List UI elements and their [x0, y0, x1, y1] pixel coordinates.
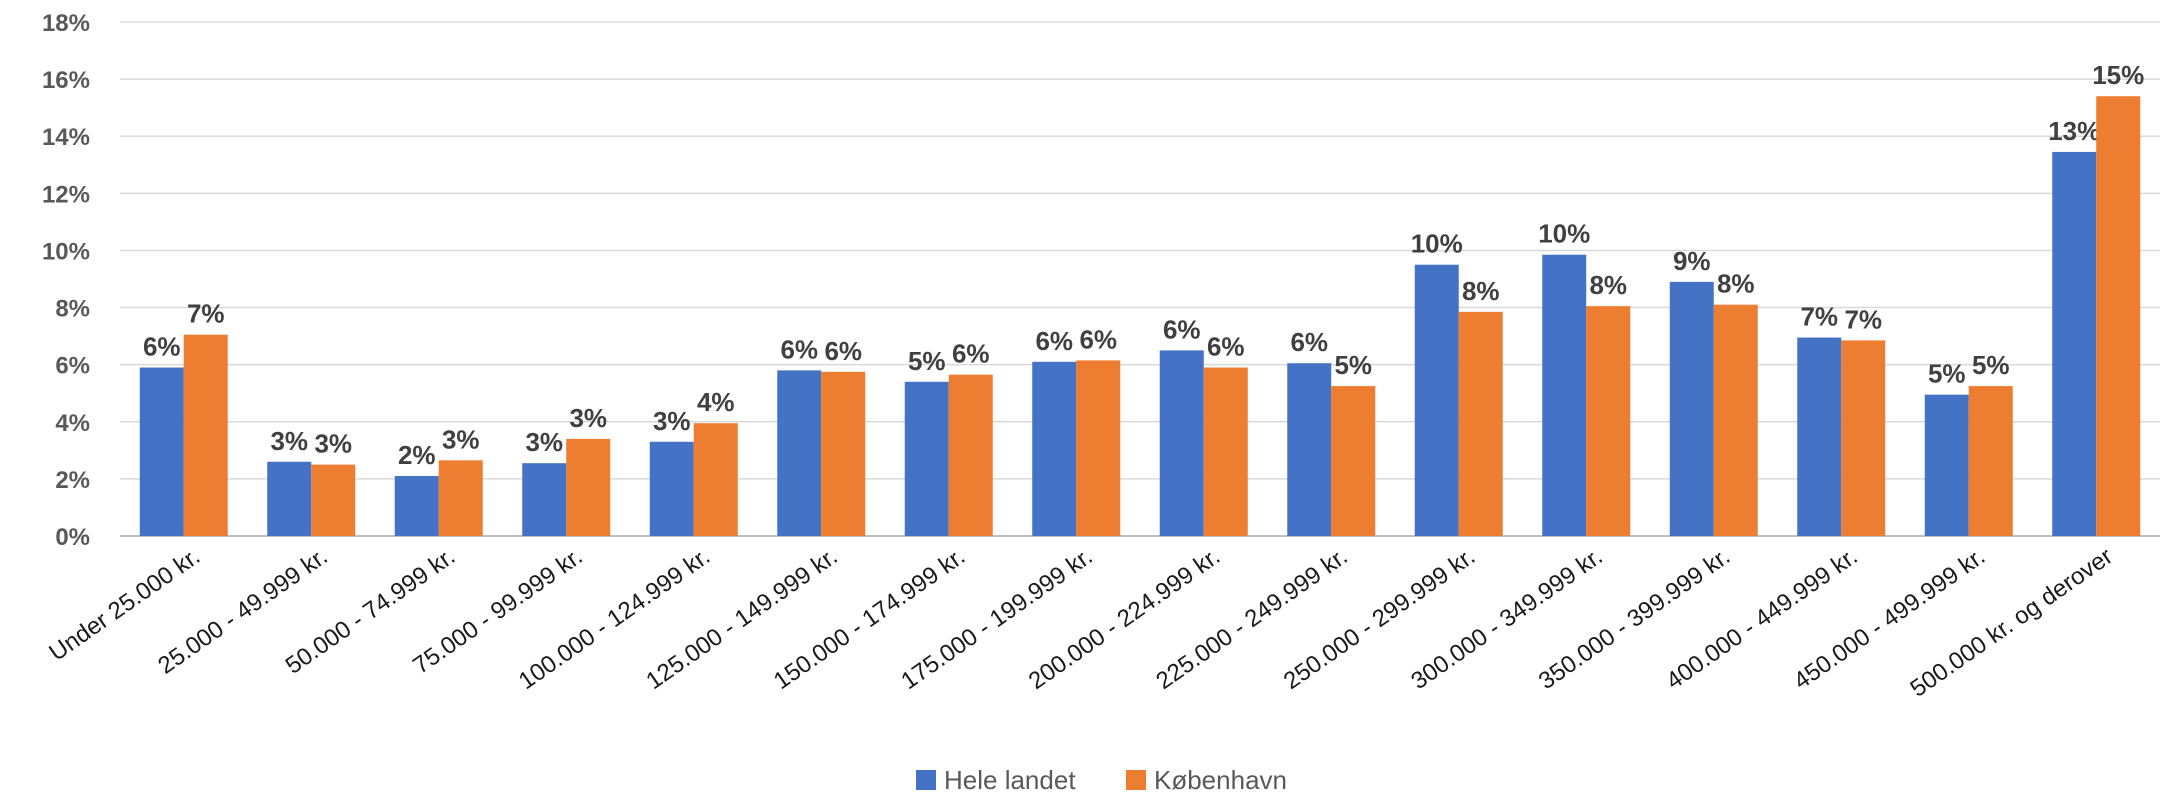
legend-swatch — [916, 770, 936, 790]
bar-hele-landet — [1414, 264, 1459, 536]
bar-hele-landet — [1797, 337, 1842, 536]
bar-hele-landet — [777, 370, 822, 536]
y-tick-label: 12% — [42, 181, 90, 208]
data-label: 5% — [908, 346, 946, 376]
bar-kobenhavn — [1841, 340, 1886, 536]
data-label: 6% — [1163, 314, 1201, 344]
data-label: 8% — [1462, 276, 1500, 306]
data-label: 3% — [569, 403, 607, 433]
data-label: 8% — [1717, 269, 1755, 299]
data-label: 7% — [1800, 302, 1838, 332]
data-label: 6% — [1207, 332, 1245, 362]
data-label: 3% — [270, 426, 308, 456]
bar-kobenhavn — [1713, 304, 1758, 536]
bar-hele-landet — [1287, 363, 1332, 536]
bar-hele-landet — [1924, 394, 1969, 536]
legend-swatch — [1126, 770, 1146, 790]
y-tick-label: 10% — [42, 238, 90, 265]
bar-hele-landet — [649, 441, 694, 536]
bar-kobenhavn — [438, 460, 483, 536]
data-label: 3% — [653, 406, 691, 436]
data-label: 15% — [2092, 60, 2144, 90]
y-tick-label: 0% — [55, 524, 90, 551]
bar-hele-landet — [139, 367, 184, 536]
bar-kobenhavn — [948, 374, 993, 536]
data-label: 5% — [1334, 350, 1372, 380]
bar-kobenhavn — [566, 438, 611, 536]
data-label: 7% — [187, 299, 225, 329]
bar-hele-landet — [394, 476, 439, 536]
bar-hele-landet — [904, 381, 949, 536]
legend-label: Hele landet — [944, 765, 1076, 795]
data-label: 6% — [824, 336, 862, 366]
data-label: 3% — [525, 427, 563, 457]
bar-hele-landet — [522, 463, 567, 536]
data-label: 3% — [442, 424, 480, 454]
bar-kobenhavn — [183, 334, 228, 536]
bar-hele-landet — [267, 461, 312, 536]
y-tick-label: 14% — [42, 124, 90, 151]
data-label: 7% — [1844, 304, 1882, 334]
y-tick-label: 4% — [55, 410, 90, 437]
data-label: 10% — [1411, 229, 1463, 259]
y-tick-label: 8% — [55, 296, 90, 323]
data-label: 9% — [1673, 246, 1711, 276]
data-label: 8% — [1589, 270, 1627, 300]
y-tick-label: 2% — [55, 467, 90, 494]
bar-kobenhavn — [1331, 386, 1376, 536]
bar-kobenhavn — [1076, 360, 1121, 536]
data-label: 10% — [1538, 219, 1590, 249]
data-label: 5% — [1972, 350, 2010, 380]
data-label: 2% — [398, 440, 436, 470]
bar-hele-landet — [1542, 254, 1587, 536]
data-label: 13% — [2048, 116, 2100, 146]
y-tick-label: 6% — [55, 353, 90, 380]
bar-hele-landet — [1669, 281, 1714, 536]
data-label: 6% — [1035, 326, 1073, 356]
bar-kobenhavn — [311, 464, 356, 536]
data-label: 5% — [1928, 359, 1966, 389]
y-tick-label: 16% — [42, 67, 90, 94]
data-label: 6% — [780, 334, 818, 364]
bar-kobenhavn — [693, 423, 738, 536]
bar-kobenhavn — [2096, 96, 2141, 536]
bar-kobenhavn — [1458, 311, 1503, 536]
data-label: 6% — [1290, 327, 1328, 357]
data-label: 6% — [1079, 324, 1117, 354]
bar-kobenhavn — [821, 371, 866, 536]
bar-kobenhavn — [1203, 367, 1248, 536]
y-tick-label: 18% — [42, 10, 90, 37]
data-label: 3% — [314, 429, 352, 459]
bar-hele-landet — [2052, 151, 2097, 536]
x-tick-label: 500.000 kr. og derover — [1905, 543, 2117, 703]
data-label: 6% — [143, 332, 181, 362]
bar-hele-landet — [1159, 350, 1204, 536]
data-label: 4% — [697, 387, 735, 417]
bar-hele-landet — [1032, 361, 1077, 536]
bar-kobenhavn — [1586, 306, 1631, 536]
data-label: 6% — [952, 339, 990, 369]
legend-label: København — [1154, 765, 1287, 795]
bar-kobenhavn — [1968, 386, 2013, 536]
